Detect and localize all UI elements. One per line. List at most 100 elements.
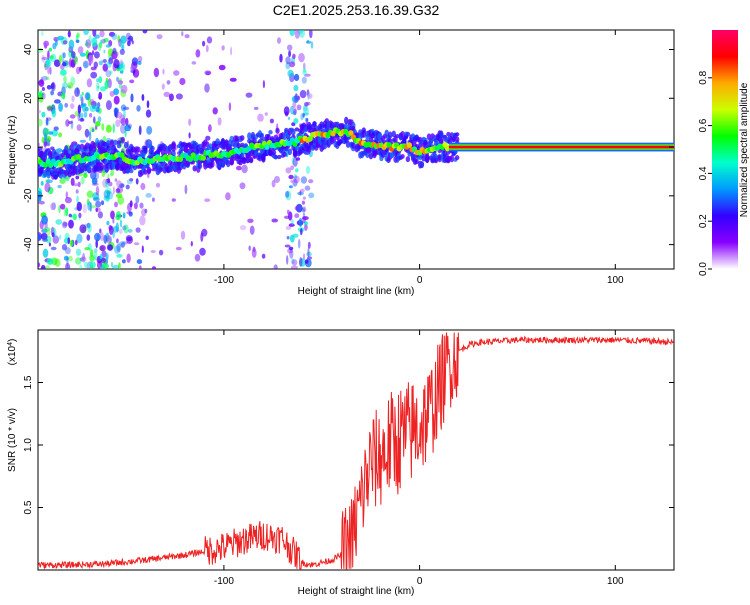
spectrogram-noise-mark bbox=[221, 45, 225, 51]
spectrogram-noise-mark bbox=[46, 106, 54, 112]
spectrogram-noise-mark bbox=[79, 224, 87, 234]
spectrogram-envelope-mark bbox=[439, 131, 444, 140]
spectrogram-noise-mark bbox=[291, 258, 295, 265]
spectrogram-noise-mark bbox=[40, 264, 46, 269]
spectrogram-noise-mark bbox=[95, 82, 100, 92]
spectrogram-noise-mark bbox=[249, 225, 255, 235]
spectrogram-noise-mark bbox=[101, 38, 106, 44]
spectrogram-noise-mark bbox=[118, 228, 123, 235]
spectrogram-noise-mark bbox=[115, 222, 120, 233]
spectrogram-noise-mark bbox=[46, 85, 52, 90]
spectrogram-noise-mark bbox=[86, 234, 91, 241]
spectrogram-noise-mark bbox=[38, 79, 44, 85]
spectrogram-noise-mark bbox=[77, 104, 82, 114]
spectrogram-envelope-mark bbox=[197, 163, 203, 170]
spectrogram-noise-mark bbox=[93, 116, 96, 124]
spectrogram-noise-mark bbox=[145, 109, 152, 118]
spectrogram-noise-mark bbox=[113, 59, 120, 69]
spectrogram-noise-mark bbox=[124, 129, 127, 138]
spectrogram-noise-mark bbox=[188, 132, 191, 139]
spectrogram-noise-mark bbox=[106, 61, 112, 68]
spectrogram-noise-mark bbox=[103, 189, 111, 199]
spectrogram-noise-mark bbox=[307, 93, 313, 99]
spectrogram-noise-mark bbox=[153, 67, 160, 78]
spectrogram-noise-mark bbox=[58, 54, 62, 64]
spectrogram-noise-mark bbox=[116, 76, 119, 82]
spectrogram-envelope-mark bbox=[395, 134, 400, 139]
spectrogram-noise-mark bbox=[230, 46, 233, 56]
spectrogram-noise-mark bbox=[300, 176, 308, 184]
spectrogram-noise-mark bbox=[141, 245, 144, 253]
spectrogram-noise-mark bbox=[77, 112, 80, 122]
spectrogram-noise-mark bbox=[115, 192, 123, 199]
spectrogram-envelope-mark bbox=[361, 127, 366, 134]
spectrogram-noise-mark bbox=[50, 90, 54, 96]
spectrogram-noise-mark bbox=[38, 262, 41, 268]
snr-axes: -100 0 100 0.5 1.0 1.5 bbox=[23, 330, 674, 587]
spectrogram-noise-mark bbox=[87, 201, 92, 211]
colorbar-tick-label: 0.2 bbox=[698, 214, 709, 228]
spectrogram-noise-mark bbox=[184, 184, 188, 195]
spectrogram-noise-mark bbox=[88, 54, 94, 65]
spectrogram-noise-mark bbox=[95, 107, 100, 113]
colorbar-strip bbox=[712, 30, 738, 269]
spectrogram-noise-mark bbox=[69, 114, 76, 119]
spectrogram-noise-mark bbox=[292, 53, 296, 59]
spectrogram-noise-mark bbox=[42, 238, 48, 242]
spectrogram-noise-mark bbox=[59, 234, 62, 240]
spectrogram-noise-mark bbox=[119, 183, 125, 188]
spectrogram-noise-mark bbox=[82, 203, 87, 214]
spectrogram-envelope-mark bbox=[116, 143, 122, 149]
spectrogram-noise-mark bbox=[98, 91, 103, 100]
spectrogram-noise-mark bbox=[110, 169, 115, 176]
spectrogram-noise-mark bbox=[99, 265, 106, 269]
spectrogram-noise-mark bbox=[199, 247, 206, 256]
spectrogram-noise-mark bbox=[55, 148, 63, 154]
spectrogram-noise-mark bbox=[287, 44, 293, 51]
spectrogram-noise-mark bbox=[76, 124, 82, 131]
spectrogram-noise-mark bbox=[50, 202, 56, 211]
spectrogram-envelope-mark bbox=[46, 171, 51, 179]
spectrogram-noise-mark bbox=[40, 76, 43, 85]
spectrogram-noise-mark bbox=[79, 118, 85, 122]
spectrogram-noise-mark bbox=[307, 247, 310, 258]
spectrogram-noise-mark bbox=[107, 78, 112, 89]
spectrogram-noise-mark bbox=[290, 265, 298, 269]
spectrogram-noise-mark bbox=[89, 261, 96, 269]
spectrogram-noise-mark bbox=[125, 184, 130, 190]
spectrogram-noise-mark bbox=[98, 76, 103, 84]
spectrogram-noise-mark bbox=[41, 54, 45, 63]
spectrogram-envelope-mark bbox=[125, 168, 130, 174]
spectrogram-envelope-mark bbox=[180, 146, 185, 152]
spectrogram-noise-mark bbox=[302, 113, 305, 118]
spectrogram-envelope-mark bbox=[226, 160, 231, 168]
spectrogram-noise-mark bbox=[119, 241, 126, 246]
spectrogram-noise-mark bbox=[43, 227, 51, 232]
spectrogram-noise-mark bbox=[46, 138, 51, 147]
spectrogram-noise-mark bbox=[73, 56, 79, 65]
spectrogram-noise-mark bbox=[53, 126, 59, 131]
spectrogram-noise-mark bbox=[126, 253, 131, 263]
spectrogram-ridge-mark bbox=[386, 142, 392, 148]
spectrogram-noise-mark bbox=[79, 139, 87, 143]
spectrogram-noise-mark bbox=[99, 253, 103, 260]
spectrogram-noise-mark bbox=[190, 241, 193, 247]
spectrogram-noise-mark bbox=[112, 123, 115, 134]
spectrogram-noise-mark bbox=[302, 215, 307, 223]
spectrogram-noise-mark bbox=[98, 60, 104, 66]
spectrogram-noise-mark bbox=[139, 215, 146, 226]
spectrogram-noise-mark bbox=[140, 182, 146, 191]
spectrogram-envelope-mark bbox=[446, 131, 451, 137]
spectrogram-noise-mark bbox=[71, 51, 76, 59]
spectrogram-noise-mark bbox=[38, 118, 43, 127]
spectrogram-noise-mark bbox=[86, 222, 91, 229]
spectrogram-noise-mark bbox=[46, 117, 52, 121]
spectrogram-noise-mark bbox=[298, 217, 303, 227]
spectrogram-noise-mark bbox=[151, 197, 155, 202]
spectrogram-noise-mark bbox=[301, 76, 307, 84]
spectrogram-noise-mark bbox=[85, 39, 88, 47]
spectrogram-noise-mark bbox=[308, 192, 315, 199]
spectrogram-noise-mark bbox=[70, 103, 75, 109]
spectrogram-noise-mark bbox=[113, 88, 119, 96]
spectrogram-noise-mark bbox=[119, 219, 123, 228]
